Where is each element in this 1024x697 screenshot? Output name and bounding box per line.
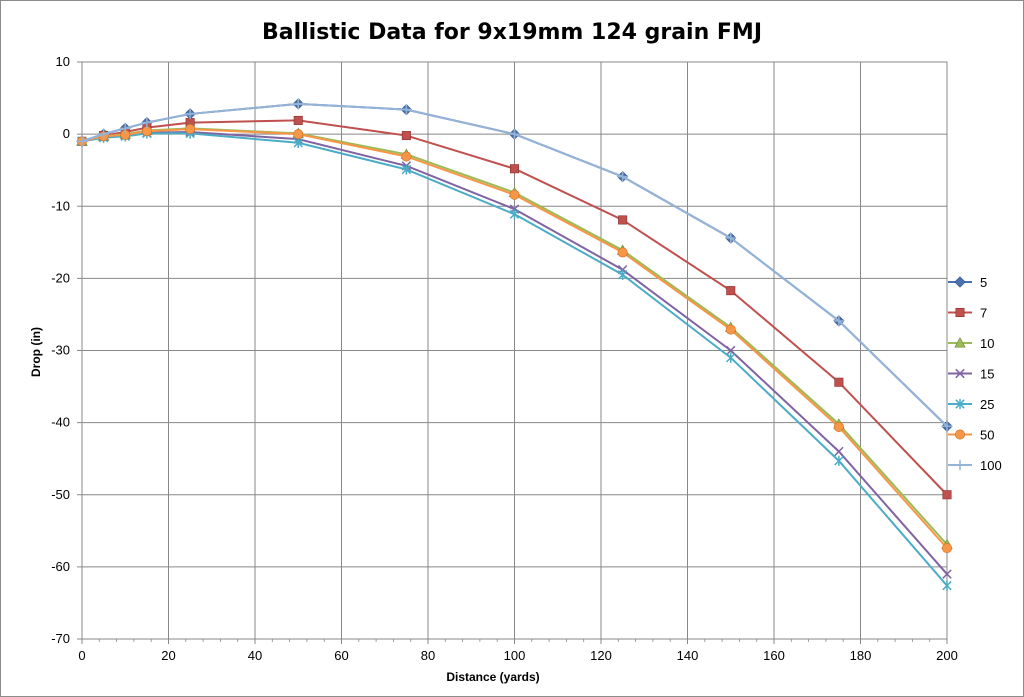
data-point — [141, 126, 152, 137]
data-point — [185, 124, 196, 135]
legend: 5 7 10 15 25 50 100 — [948, 275, 1002, 473]
data-point — [76, 136, 88, 147]
data-point — [509, 189, 520, 200]
legend-entry: 10 — [948, 336, 994, 351]
data-point — [942, 580, 952, 591]
x-tick-label: 40 — [248, 648, 262, 663]
data-point — [725, 232, 736, 244]
data-point — [834, 455, 844, 467]
data-point — [726, 352, 736, 363]
data-point — [942, 490, 952, 500]
legend-entry: 5 — [948, 275, 987, 290]
y-tick-label: -10 — [51, 198, 70, 213]
series-50 — [77, 124, 952, 554]
data-point — [401, 131, 411, 141]
data-point — [401, 164, 412, 175]
data-point — [141, 117, 153, 128]
x-tick-label: 100 — [504, 648, 526, 663]
x-tick-label: 140 — [677, 648, 699, 663]
y-tick-label: -50 — [51, 487, 70, 502]
data-point — [954, 337, 966, 348]
legend-label: 50 — [980, 428, 994, 443]
x-tick-label: 180 — [850, 648, 872, 663]
x-tick-label: 200 — [936, 648, 958, 663]
chart-title: Ballistic Data for 9x19mm 124 grain FMJ — [261, 20, 763, 45]
legend-label: 25 — [980, 397, 994, 412]
data-point — [941, 543, 952, 554]
x-axis-title: Distance (yards) — [446, 670, 539, 684]
x-tick-label: 20 — [161, 648, 175, 663]
data-point — [617, 269, 628, 280]
data-point — [120, 123, 131, 134]
legend-label: 7 — [980, 306, 987, 321]
legend-label: 5 — [980, 275, 987, 290]
y-tick-label: -20 — [51, 270, 70, 285]
data-point — [293, 98, 304, 110]
y-tick-label: -70 — [51, 631, 70, 646]
y-tick-label: 10 — [56, 54, 70, 69]
data-point — [617, 171, 628, 182]
data-point — [401, 104, 412, 115]
data-point — [955, 307, 965, 317]
data-point — [293, 115, 303, 125]
x-tick-label: 60 — [334, 648, 348, 663]
data-point — [833, 421, 844, 432]
x-tick-label: 0 — [78, 648, 85, 663]
data-point — [954, 459, 966, 471]
data-point — [834, 446, 844, 457]
series-100 — [76, 98, 953, 432]
data-point — [184, 108, 196, 120]
data-point — [509, 128, 520, 140]
legend-entry: 7 — [948, 306, 987, 321]
grid — [81, 61, 948, 640]
legend-entry: 25 — [948, 397, 994, 412]
legend-label: 10 — [980, 336, 994, 351]
data-point — [617, 247, 628, 258]
y-axis-title: Drop (in) — [29, 327, 43, 377]
data-point — [941, 421, 953, 432]
legend-label: 100 — [980, 458, 1002, 473]
series-line — [81, 102, 948, 427]
legend-entry: 50 — [948, 428, 994, 443]
x-tick-label: 160 — [763, 648, 785, 663]
data-point — [726, 345, 736, 356]
y-tick-label: -30 — [51, 343, 70, 358]
data-point — [293, 137, 303, 148]
data-point — [954, 429, 965, 440]
y-tick-label: -40 — [51, 415, 70, 430]
series-layer — [76, 98, 953, 591]
data-point — [954, 276, 966, 288]
legend-entry: 100 — [948, 458, 1002, 473]
data-point — [293, 129, 304, 140]
axes: 0 20 40 60 80 100 120 140 160 180 200100-10-20-30-… — [51, 54, 958, 663]
data-point — [509, 208, 520, 220]
data-point — [509, 164, 519, 174]
y-tick-label: -60 — [51, 559, 70, 574]
data-point — [98, 128, 109, 140]
data-point — [401, 151, 412, 162]
data-point — [955, 368, 965, 379]
data-point — [726, 286, 736, 296]
x-tick-label: 80 — [421, 648, 435, 663]
data-point — [955, 398, 965, 410]
data-point — [833, 315, 845, 327]
legend-label: 15 — [980, 367, 994, 382]
data-point — [834, 377, 844, 387]
x-tick-label: 120 — [590, 648, 612, 663]
data-point — [725, 324, 736, 335]
y-tick-label: 0 — [63, 126, 70, 141]
data-point — [942, 569, 952, 579]
data-point — [618, 215, 628, 225]
legend-entry: 15 — [948, 367, 994, 382]
